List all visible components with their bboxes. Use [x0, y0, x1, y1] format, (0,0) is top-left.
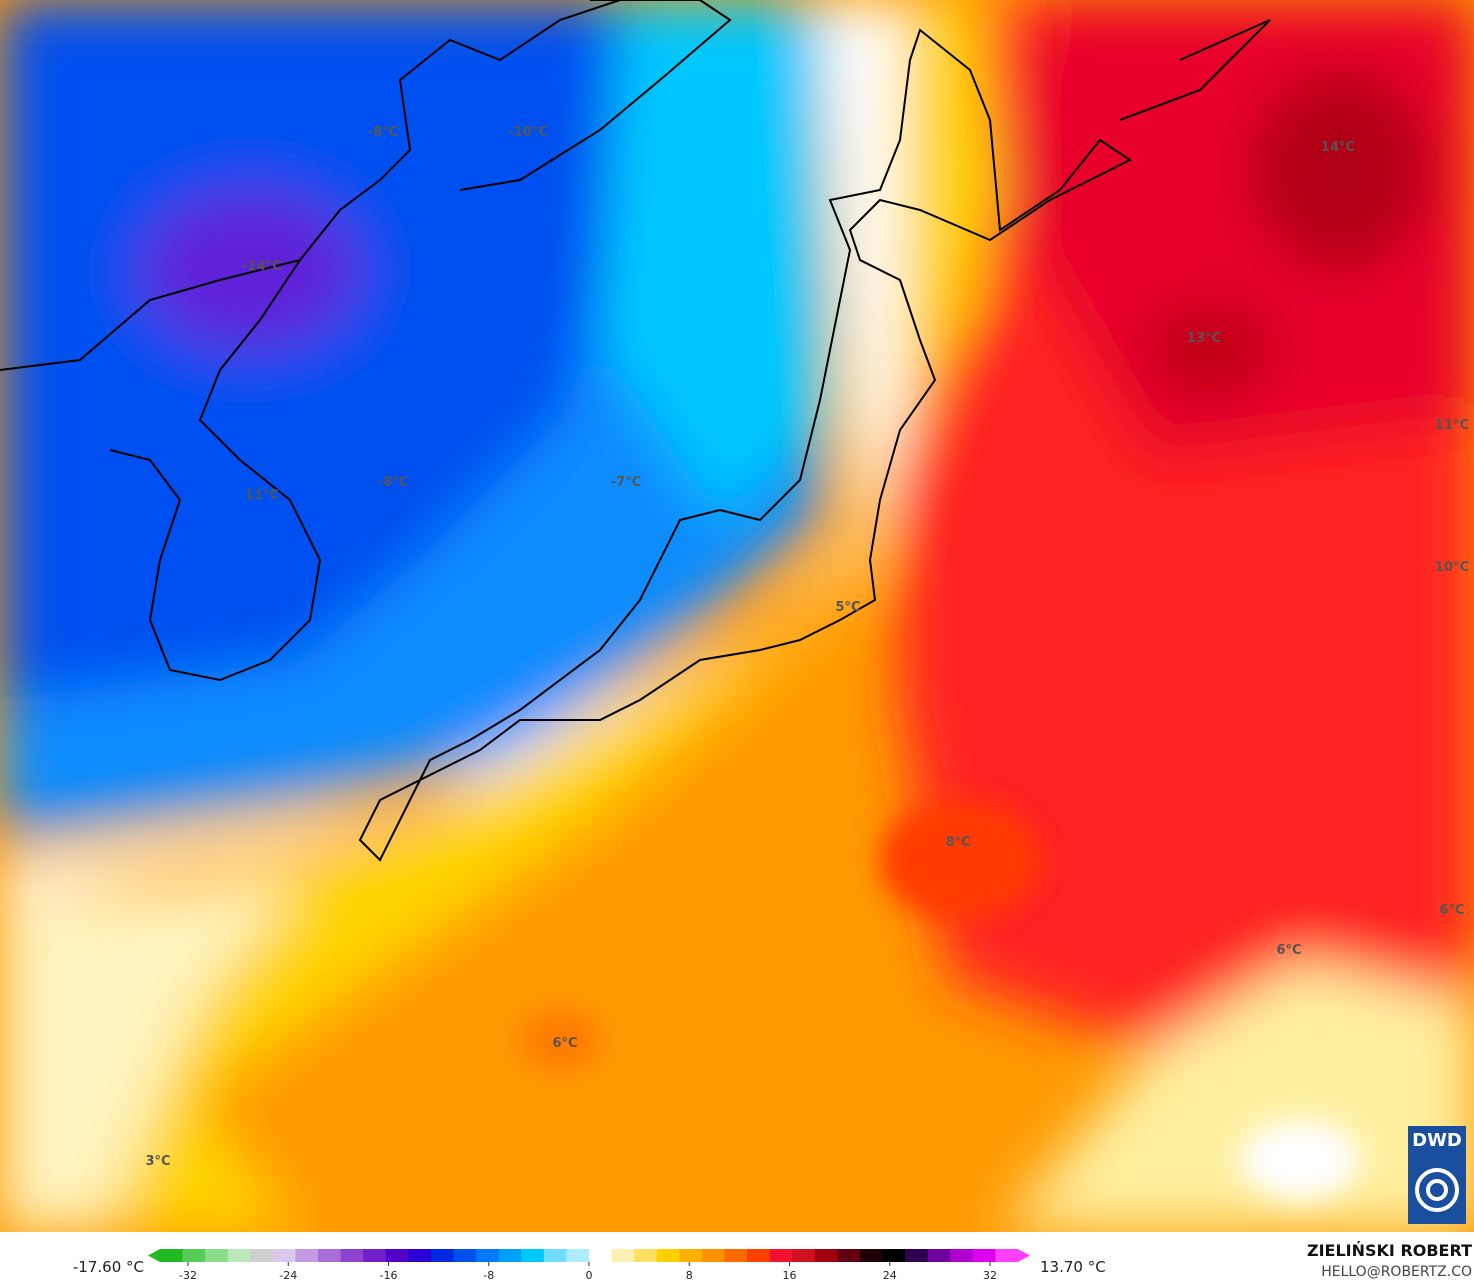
colorbar-swatch — [160, 1249, 184, 1262]
colorbar-swatch — [476, 1249, 500, 1262]
colorbar-tick-label: 16 — [783, 1269, 797, 1282]
colorbar-swatch — [272, 1249, 296, 1262]
colorbar-swatch — [792, 1249, 816, 1262]
colorbar-swatch — [611, 1249, 635, 1262]
colorbar-swatch — [634, 1249, 658, 1262]
temperature-label: -8°C — [378, 475, 408, 490]
colorbar-swatch — [724, 1249, 748, 1262]
colorbar-swatch — [882, 1249, 906, 1262]
coastlines — [0, 0, 1271, 862]
temperature-label: 5°C — [835, 600, 860, 615]
colorbar-tick-label: -24 — [279, 1269, 297, 1282]
colorbar-arrow-low — [148, 1249, 160, 1262]
colorbar-swatch — [859, 1249, 884, 1262]
colorbar-tick-label: -8 — [483, 1269, 494, 1282]
colorbar-min: -17.60 °C — [73, 1258, 144, 1276]
colorbar-swatch — [182, 1249, 206, 1262]
colorbar-swatch — [950, 1249, 974, 1262]
logo-text: DWD — [1412, 1130, 1462, 1151]
colorbar-swatch — [972, 1249, 996, 1262]
colorbar-tick-label: 24 — [883, 1269, 897, 1282]
contact: HELLO@ROBERTZ.CO — [1321, 1264, 1472, 1280]
colorbar-swatch — [498, 1249, 522, 1262]
colorbar-swatch — [521, 1249, 545, 1262]
colorbar-swatch — [227, 1249, 251, 1262]
colorbar-swatch — [747, 1249, 771, 1262]
colorbar-swatch — [589, 1249, 613, 1262]
temperature-label: 6°C — [1276, 943, 1301, 958]
colorbar: -32 -24 -16 -8 0 8 16 24 32 — [148, 1249, 1030, 1282]
temperature-label: 6°C — [1439, 903, 1464, 918]
colorbar-swatch — [814, 1249, 838, 1262]
colorbar-swatch — [318, 1249, 342, 1262]
temperature-label: 8°C — [945, 835, 970, 850]
colorbar-tick-label: 8 — [686, 1269, 693, 1282]
temperature-label: 10°C — [1435, 560, 1469, 575]
colorbar-swatch — [701, 1249, 725, 1262]
colorbar-swatch — [430, 1249, 455, 1262]
colorbar-tick-label: -32 — [179, 1269, 197, 1282]
temperature-field — [0, 0, 1474, 1232]
colorbar-tick-label: -16 — [380, 1269, 398, 1282]
temperature-label: 11°C — [1435, 418, 1469, 433]
logo: DWD — [1408, 1126, 1466, 1224]
colorbar-tick-label: 0 — [586, 1269, 593, 1282]
colorbar-swatch — [927, 1249, 951, 1262]
colorbar-swatch — [250, 1249, 274, 1262]
temperature-label: -8°C — [368, 125, 398, 140]
colorbar-swatch — [769, 1249, 793, 1262]
colorbar-swatch — [205, 1249, 229, 1262]
colorbar-swatch — [679, 1249, 703, 1262]
temperature-label: -14°C — [242, 259, 282, 274]
colorbar-tick-label: 32 — [983, 1269, 997, 1282]
colorbar-swatch — [363, 1249, 387, 1262]
temperature-label: 3°C — [145, 1154, 170, 1169]
colorbar-swatch — [340, 1249, 364, 1262]
temperature-label: 6°C — [552, 1036, 577, 1051]
temperature-label: -7°C — [611, 475, 641, 490]
colorbar-swatch — [837, 1249, 861, 1262]
colorbar-swatch — [566, 1249, 590, 1262]
temperature-label: 13°C — [1187, 331, 1221, 346]
colorbar-swatch — [295, 1249, 319, 1262]
map-labels: -8°C -10°C -14°C 14°C 13°C 11°C -8°C -7°C 11°C 10… — [145, 125, 1469, 1169]
colorbar-max: 13.70 °C — [1040, 1258, 1106, 1276]
colorbar-swatch — [453, 1249, 477, 1262]
colorbar-swatch — [408, 1249, 432, 1262]
colorbar-swatch — [543, 1249, 567, 1262]
temperature-label: -10°C — [508, 125, 548, 140]
temperature-label: 11°C — [245, 488, 279, 503]
colorbar-swatch — [995, 1249, 1019, 1262]
temperature-label: 14°C — [1321, 140, 1355, 155]
colorbar-arrow-high — [1018, 1249, 1030, 1262]
colorbar-swatch — [385, 1249, 409, 1262]
author: ZIELIŃSKI ROBERT — [1307, 1241, 1472, 1260]
colorbar-swatch — [656, 1249, 680, 1262]
colorbar-swatch — [905, 1249, 929, 1262]
